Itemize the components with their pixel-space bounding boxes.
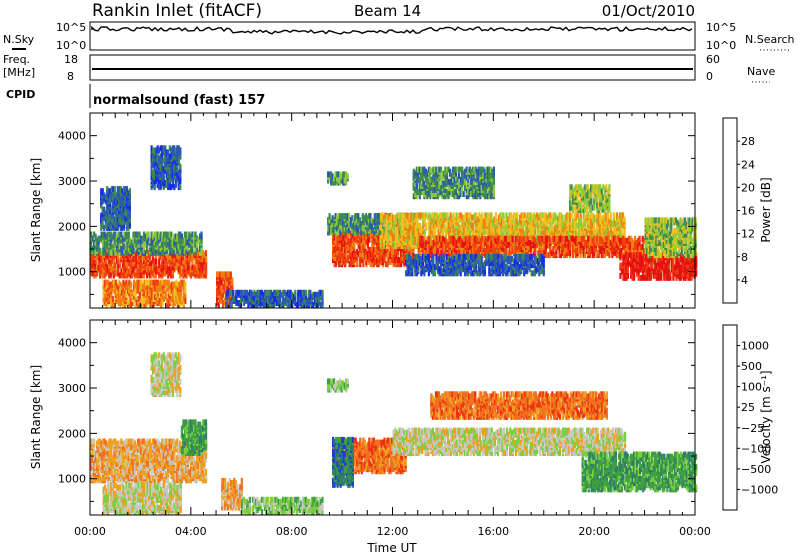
- power-ytick-label-2: 3000: [58, 175, 86, 188]
- power-band-15: [405, 253, 545, 277]
- freq-panel: Freq. [MHz] 18 8 60 0 Nave: [3, 53, 775, 83]
- power-y-axis: 1000 2000 3000 4000: [58, 113, 696, 308]
- power-band-2: [102, 279, 187, 308]
- power-band-12: [569, 184, 611, 213]
- cpid-row: CPID normalsound (fast) 157: [6, 84, 265, 108]
- power-panel: 1000 2000 3000 4000 Slant Range [km] 4 8 12 16…: [29, 112, 773, 309]
- power-scatter: [90, 145, 698, 308]
- power-band-14: [644, 217, 697, 259]
- velocity-band-0: [90, 438, 208, 484]
- velocity-colorbar-tick-2: 100: [741, 381, 762, 394]
- freq-unit-label: [MHz]: [3, 66, 35, 79]
- velocity-band-2: [102, 482, 182, 515]
- power-ytick-label-1: 2000: [58, 220, 86, 233]
- power-colorbar-tick-6: 28: [741, 135, 755, 148]
- nave-tick-bottom: 0: [706, 70, 713, 83]
- velocity-x-axis: 00:00 04:00 08:00 12:00 16:00 20:00 00:00: [74, 525, 711, 538]
- nsearch-tick-bottom: 10^0: [706, 39, 736, 52]
- velocity-band-8: [430, 391, 608, 420]
- power-colorbar-label: Power [dB]: [759, 177, 773, 242]
- velocity-colorbar-tick-0: 1000: [741, 340, 769, 353]
- power-colorbar-tick-4: 20: [741, 181, 755, 194]
- velocity-colorbar-tick-3: 25: [741, 401, 755, 414]
- velocity-panel: 1000 2000 3000 4000 00:00 04:00 08:00 12:00 16:…: [29, 319, 778, 554]
- velocity-band-11: [327, 378, 349, 393]
- cpid-value: normalsound (fast) 157: [93, 93, 265, 108]
- xtick-label-2: 08:00: [276, 525, 308, 538]
- xtick-label-5: 20:00: [578, 525, 610, 538]
- velocity-colorbar-tick-7: −1000: [741, 483, 778, 496]
- nave-label: Nave: [747, 65, 775, 78]
- freq-tick-bottom: 8: [67, 70, 74, 83]
- power-ylabel: Slant Range [km]: [29, 158, 43, 262]
- power-ytick-label-3: 4000: [58, 130, 86, 143]
- nsky-panel: N.Sky 10^5 10^0 10^5 10^0 N.Search: [3, 21, 795, 52]
- velocity-colorbar: 1000 500 100 25 −25 −100 −500 −1000: [722, 324, 778, 511]
- velocity-colorbar-tick-1: 500: [741, 360, 762, 373]
- nsearch-tick-top: 10^5: [706, 21, 736, 34]
- power-colorbar: 4 8 12 16 20 24 28: [722, 117, 755, 304]
- velocity-colorbar-label: Velocity [m s⁻¹]: [759, 370, 773, 463]
- velocity-band-4: [241, 496, 324, 515]
- nave-tick-top: 60: [706, 53, 720, 66]
- nsky-tick-bottom: 10^0: [56, 39, 86, 52]
- velocity-y-axis: 1000 2000 3000 4000: [58, 320, 696, 515]
- beam-title: Beam 14: [354, 2, 421, 20]
- power-ytick-label-0: 1000: [58, 266, 86, 279]
- xtick-label-1: 04:00: [175, 525, 207, 538]
- power-colorbar-tick-5: 24: [741, 158, 755, 171]
- freq-tick-top: 18: [64, 53, 78, 66]
- xtick-label-0: 00:00: [74, 525, 106, 538]
- nsearch-label: N.Search: [745, 33, 795, 46]
- xtick-label-3: 12:00: [377, 525, 409, 538]
- velocity-ytick-label-0: 1000: [58, 473, 86, 486]
- power-colorbar-tick-3: 16: [741, 205, 755, 218]
- velocity-colorbar-tick-5: −100: [741, 442, 771, 455]
- velocity-band-9: [581, 451, 698, 493]
- velocity-band-10: [150, 352, 182, 398]
- velocity-ytick-label-1: 2000: [58, 427, 86, 440]
- power-band-3: [150, 145, 182, 191]
- xtick-label-6: 00:00: [679, 525, 711, 538]
- velocity-scatter: [90, 352, 698, 515]
- nsky-label: N.Sky: [3, 33, 35, 46]
- velocity-band-6: [332, 436, 354, 488]
- power-band-4: [100, 186, 131, 231]
- power-band-16: [327, 171, 349, 186]
- velocity-ytick-label-3: 4000: [58, 337, 86, 350]
- freq-label: Freq.: [3, 53, 30, 66]
- xtick-label-4: 16:00: [477, 525, 509, 538]
- cpid-label: CPID: [6, 88, 35, 101]
- nsky-tick-top: 10^5: [56, 21, 86, 34]
- velocity-colorbar-tick-4: −25: [741, 422, 764, 435]
- power-colorbar-tick-2: 12: [741, 228, 755, 241]
- power-band-6: [226, 289, 324, 308]
- station-title: Rankin Inlet (fitACF): [92, 1, 262, 21]
- power-band-11: [412, 166, 495, 200]
- velocity-colorbar-tick-6: −500: [741, 463, 771, 476]
- power-colorbar-tick-1: 8: [741, 251, 748, 264]
- date-title: 01/Oct/2010: [602, 2, 695, 20]
- power-band-10: [417, 235, 659, 259]
- power-band-1: [90, 231, 203, 256]
- time-xlabel: Time UT: [366, 541, 417, 554]
- power-colorbar-tick-0: 4: [741, 274, 748, 287]
- velocity-band-7: [392, 427, 627, 456]
- velocity-ytick-label-2: 3000: [58, 382, 86, 395]
- nsky-trace: [91, 25, 693, 35]
- velocity-band-3: [221, 477, 243, 511]
- velocity-band-1: [180, 419, 208, 456]
- velocity-ylabel: Slant Range [km]: [29, 365, 43, 469]
